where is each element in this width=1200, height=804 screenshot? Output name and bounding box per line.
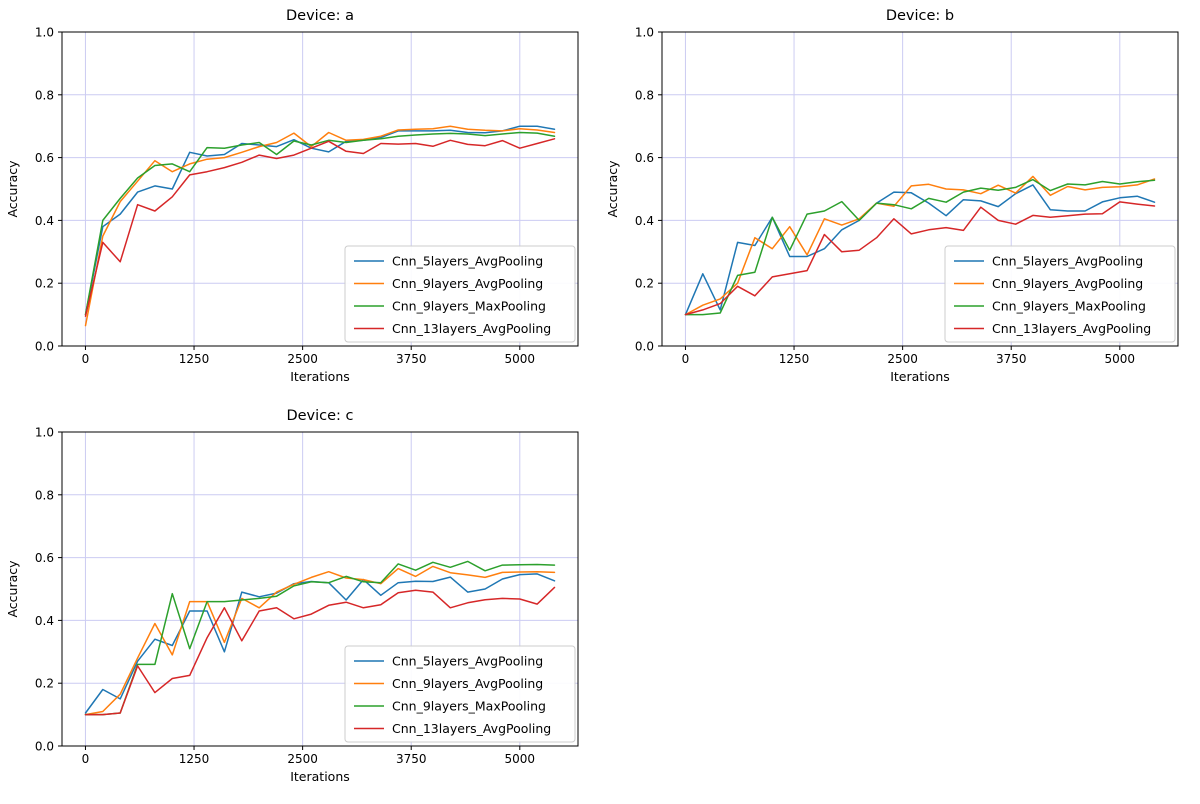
- legend-label: Cnn_9layers_AvgPooling: [392, 676, 543, 691]
- x-tick-label: 2500: [887, 352, 918, 366]
- series-line-Cnn_13layers_AvgPooling: [684, 201, 1156, 316]
- legend-label: Cnn_13layers_AvgPooling: [392, 721, 551, 736]
- y-axis-label: Accuracy: [5, 160, 20, 218]
- subplot-device-b: 0 1250 2500 3750 5000 0.0 0.2 0.4 0.6 0.8 1.0 Devic…: [600, 0, 1200, 400]
- legend: Cnn_5layers_AvgPooling Cnn_9layers_AvgPoo…: [344, 645, 576, 743]
- empty-quadrant: [600, 400, 1200, 800]
- y-tick-label: 1.0: [35, 26, 54, 40]
- axes-spines: [661, 31, 1179, 347]
- legend-label: Cnn_9layers_MaxPooling: [392, 699, 546, 714]
- legend-label: Cnn_9layers_AvgPooling: [992, 276, 1143, 291]
- x-tick-label: 1250: [779, 352, 810, 366]
- y-tick-label: 0.6: [635, 151, 654, 165]
- tick-marks: [58, 31, 521, 350]
- chart-device--b: 0 1250 2500 3750 5000 0.0 0.2 0.4 0.6 0.8 1.0 Devic…: [605, 8, 1179, 384]
- x-tick-label: 0: [682, 352, 690, 366]
- legend-item: Cnn_13layers_AvgPooling: [354, 721, 551, 736]
- y-tick-label: 0.2: [635, 277, 654, 291]
- series-line-Cnn_9layers_MaxPooling: [684, 178, 1156, 316]
- legend: Cnn_5layers_AvgPooling Cnn_9layers_AvgPoo…: [344, 245, 576, 343]
- x-tick-label: 5000: [505, 352, 536, 366]
- legend-label: Cnn_13layers_AvgPooling: [992, 321, 1151, 336]
- series-line-Cnn_13layers_AvgPooling: [84, 586, 556, 716]
- legend-label: Cnn_5layers_AvgPooling: [392, 254, 543, 269]
- series-line-Cnn_5layers_AvgPooling: [84, 125, 556, 316]
- legend-label: Cnn_9layers_MaxPooling: [392, 299, 546, 314]
- x-tick-label: 2500: [287, 352, 318, 366]
- subplot-device-a: 0 1250 2500 3750 5000 0.0 0.2 0.4 0.6 0.8 1.0 Devic…: [0, 0, 600, 400]
- legend-label: Cnn_9layers_AvgPooling: [392, 276, 543, 291]
- legend-item: Cnn_5layers_AvgPooling: [954, 254, 1143, 269]
- legend-item: Cnn_9layers_MaxPooling: [954, 299, 1146, 314]
- y-tick-label: 0.0: [635, 340, 654, 354]
- legend-box: [944, 245, 1176, 343]
- y-tick-label: 0.6: [35, 151, 54, 165]
- y-axis-label: Accuracy: [5, 560, 20, 618]
- series-line-Cnn_9layers_AvgPooling: [84, 125, 556, 327]
- x-tick-label: 1250: [179, 752, 210, 766]
- x-tick-label: 3750: [396, 352, 427, 366]
- y-tick-label: 0.0: [35, 740, 54, 754]
- chart-title: Device: a: [286, 8, 354, 24]
- y-tick-label: 0.2: [35, 677, 54, 691]
- x-tick-label: 3750: [996, 352, 1027, 366]
- x-tick-label: 3750: [396, 752, 427, 766]
- chart-device--c: 0 1250 2500 3750 5000 0.0 0.2 0.4 0.6 0.8 1.0 Devic…: [5, 408, 579, 784]
- series-line-Cnn_5layers_AvgPooling: [684, 184, 1156, 316]
- legend-item: Cnn_9layers_MaxPooling: [354, 299, 546, 314]
- x-tick-label: 0: [82, 352, 90, 366]
- y-tick-label: 0.8: [35, 88, 54, 102]
- legend-item: Cnn_9layers_AvgPooling: [354, 276, 543, 291]
- legend-box: [344, 645, 576, 743]
- legend-label: Cnn_5layers_AvgPooling: [392, 654, 543, 669]
- y-axis-label: Accuracy: [605, 160, 620, 218]
- y-tick-label: 0.4: [635, 214, 654, 228]
- legend: Cnn_5layers_AvgPooling Cnn_9layers_AvgPoo…: [944, 245, 1176, 343]
- legend-label: Cnn_5layers_AvgPooling: [992, 254, 1143, 269]
- y-tick-label: 0.0: [35, 340, 54, 354]
- chart-device--a: 0 1250 2500 3750 5000 0.0 0.2 0.4 0.6 0.8 1.0 Devic…: [5, 8, 579, 384]
- subplot-device-c: 0 1250 2500 3750 5000 0.0 0.2 0.4 0.6 0.8 1.0 Devic…: [0, 400, 600, 800]
- y-tick-label: 0.6: [35, 551, 54, 565]
- legend-item: Cnn_9layers_AvgPooling: [954, 276, 1143, 291]
- x-axis-label: Iterations: [890, 369, 950, 384]
- legend-item: Cnn_13layers_AvgPooling: [954, 321, 1151, 336]
- x-tick-label: 5000: [505, 752, 536, 766]
- series-line-Cnn_13layers_AvgPooling: [84, 138, 556, 317]
- chart-title: Device: b: [886, 8, 954, 24]
- legend-item: Cnn_9layers_AvgPooling: [354, 676, 543, 691]
- x-axis-label: Iterations: [290, 369, 350, 384]
- legend-label: Cnn_9layers_MaxPooling: [992, 299, 1146, 314]
- legend-item: Cnn_5layers_AvgPooling: [354, 254, 543, 269]
- y-tick-label: 0.2: [35, 277, 54, 291]
- tick-marks: [658, 31, 1121, 350]
- x-tick-label: 1250: [179, 352, 210, 366]
- legend-item: Cnn_9layers_MaxPooling: [354, 699, 546, 714]
- tick-marks: [58, 431, 521, 750]
- y-tick-label: 0.4: [35, 214, 54, 228]
- series-line-Cnn_9layers_MaxPooling: [84, 131, 556, 316]
- series-line-Cnn_9layers_AvgPooling: [84, 565, 556, 716]
- y-tick-label: 0.4: [35, 614, 54, 628]
- axes-spines: [61, 31, 579, 347]
- chart-title: Device: c: [286, 408, 353, 424]
- x-tick-label: 0: [82, 752, 90, 766]
- axes-spines: [61, 431, 579, 747]
- legend-label: Cnn_13layers_AvgPooling: [392, 321, 551, 336]
- legend-item: Cnn_5layers_AvgPooling: [354, 654, 543, 669]
- y-tick-label: 1.0: [635, 26, 654, 40]
- legend-item: Cnn_13layers_AvgPooling: [354, 321, 551, 336]
- x-tick-label: 2500: [287, 752, 318, 766]
- legend-box: [344, 245, 576, 343]
- y-tick-label: 1.0: [35, 426, 54, 440]
- x-tick-label: 5000: [1105, 352, 1136, 366]
- series-line-Cnn_9layers_MaxPooling: [84, 560, 556, 716]
- y-tick-label: 0.8: [35, 488, 54, 502]
- y-tick-label: 0.8: [635, 88, 654, 102]
- x-axis-label: Iterations: [290, 769, 350, 784]
